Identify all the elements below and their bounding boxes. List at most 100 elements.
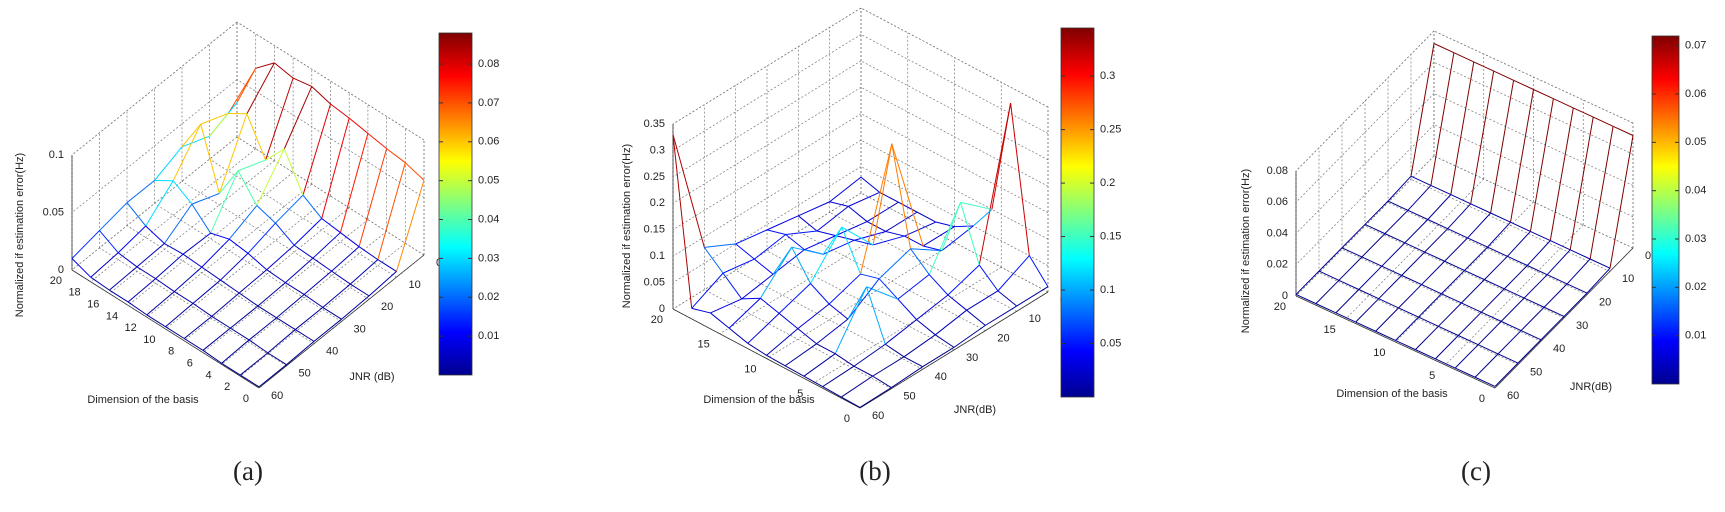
mesh-line	[367, 132, 387, 149]
mesh-line	[163, 203, 193, 244]
x-tick-label: 6	[187, 358, 193, 370]
mesh-line	[211, 315, 231, 329]
mesh-line	[884, 343, 905, 358]
mesh-line	[1529, 98, 1554, 232]
mesh-line	[1387, 200, 1409, 211]
z-tick-label: 0.3	[650, 144, 665, 156]
box-edge	[860, 7, 1049, 108]
x-tick-label: 10	[744, 363, 756, 375]
mesh-line	[404, 162, 425, 181]
y-tick-label: 20	[1599, 297, 1611, 309]
mesh-line	[1494, 362, 1519, 387]
z-tick-label: 0.1	[650, 250, 665, 262]
grid-line	[127, 172, 294, 306]
mesh-line	[238, 269, 268, 294]
mesh-line	[972, 209, 993, 227]
mesh-line	[1318, 270, 1340, 281]
mesh-line	[966, 309, 986, 326]
mesh-line	[313, 318, 342, 342]
mesh-line	[340, 232, 360, 248]
x-tick-label: 10	[143, 334, 155, 346]
mesh-line	[220, 252, 249, 281]
mesh-line	[136, 243, 165, 268]
mesh-line	[155, 278, 175, 292]
mesh-line	[754, 234, 787, 260]
mesh-line	[1461, 302, 1482, 313]
mesh-line	[810, 283, 830, 305]
mesh-line	[1375, 330, 1396, 341]
mesh-line	[221, 362, 241, 376]
mesh-line	[192, 279, 221, 304]
y-tick-label: 60	[1507, 390, 1519, 402]
mesh-line	[1407, 185, 1432, 211]
x-tick-label: 20	[651, 314, 663, 326]
mesh-line	[1550, 240, 1571, 251]
mesh-line	[1395, 316, 1419, 341]
x-axis	[71, 269, 260, 389]
x-tick-label: 0	[1479, 393, 1485, 405]
grid-line	[90, 148, 256, 283]
mesh-line	[872, 375, 892, 389]
mesh-line	[816, 343, 836, 355]
mesh-line	[1415, 349, 1436, 360]
mesh-line	[276, 317, 296, 330]
colorbar-tick-label: 0.08	[478, 58, 499, 70]
mesh-line	[1450, 61, 1475, 195]
grid-line	[1318, 272, 1519, 365]
mesh-line	[960, 201, 993, 210]
mesh-line	[1454, 367, 1476, 378]
mesh-line	[798, 201, 830, 217]
mesh-line	[1513, 79, 1534, 90]
mesh-line	[71, 230, 100, 259]
y-tick-label: 50	[903, 391, 915, 403]
mesh-line	[1028, 255, 1049, 287]
mesh-line	[1410, 175, 1432, 186]
mesh-line	[1566, 283, 1588, 294]
mesh-line	[784, 343, 817, 367]
grid-line	[704, 289, 892, 389]
mesh-line	[265, 148, 285, 161]
mesh-line	[935, 334, 955, 348]
mesh-line	[1318, 247, 1343, 272]
mesh-line	[1481, 311, 1502, 322]
mesh-line	[275, 222, 295, 246]
mesh-line	[358, 148, 388, 247]
mesh-line	[339, 133, 369, 233]
mesh-line	[1361, 233, 1386, 258]
y-tick-label: 0	[1645, 250, 1651, 262]
mesh-line	[1497, 353, 1519, 364]
mesh-line	[878, 278, 899, 300]
mesh-line	[672, 134, 693, 309]
z-axis-label: Normalized if estimation error(Hz)	[1240, 169, 1252, 333]
grid-line	[860, 192, 1049, 293]
mesh-line	[1450, 194, 1471, 205]
mesh-line	[285, 257, 314, 284]
mesh-line	[898, 201, 918, 213]
mesh-line	[145, 180, 174, 227]
mesh-line	[916, 211, 937, 223]
colorbar	[438, 32, 473, 376]
mesh-line	[978, 102, 1012, 266]
caption: (a)	[233, 456, 263, 486]
mesh-line	[928, 274, 949, 296]
mesh-line	[240, 374, 260, 388]
mesh-line	[377, 259, 397, 272]
mesh-line	[200, 124, 220, 194]
mesh-line	[1421, 260, 1445, 285]
mesh-line	[891, 366, 923, 389]
mesh-line	[747, 342, 767, 356]
mesh-line	[200, 113, 229, 125]
mesh-line	[285, 282, 305, 295]
mesh-line	[257, 282, 286, 307]
mesh-line	[910, 248, 942, 252]
mesh-line	[1453, 52, 1475, 63]
mesh-line	[904, 221, 937, 237]
mesh-line	[1401, 251, 1426, 276]
mesh-line	[672, 134, 705, 248]
mesh-line	[183, 338, 204, 351]
mesh-line	[321, 117, 350, 219]
mesh-line	[872, 235, 905, 246]
mesh-line	[1480, 288, 1505, 313]
mesh-line	[386, 148, 406, 164]
mesh-line	[1474, 376, 1496, 387]
